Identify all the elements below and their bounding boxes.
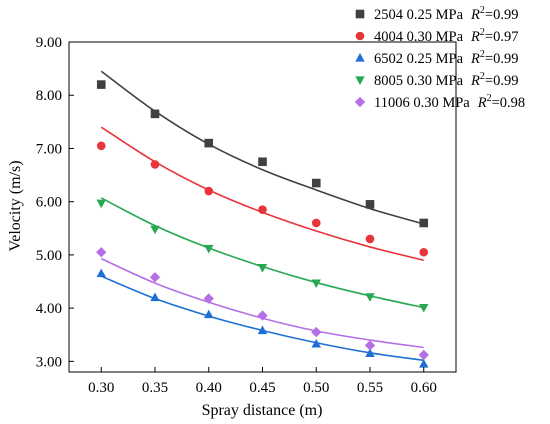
data-point-series-3 [311, 279, 321, 289]
axes: 3.00 4.00 5.00 6.00 7.00 8.00 9.00 0.30 0.35 0.40… [36, 35, 437, 396]
legend-r-symbol: R [470, 73, 480, 89]
data-point-series-1 [150, 160, 160, 169]
y-tick-label: 9.00 [36, 35, 62, 51]
data-point-series-1 [365, 234, 375, 244]
data-point-series-2 [96, 268, 106, 278]
x-tick-label: 0.40 [196, 380, 222, 396]
legend-r-exponent: 2 [480, 27, 485, 38]
legend-label: 2504 0.25 MPa R2=0.99 [374, 5, 518, 23]
x-tick-label: 0.60 [411, 380, 437, 396]
legend-label: 11006 0.30 MPa R2=0.98 [374, 93, 525, 111]
data-point-series-2 [365, 348, 375, 358]
data-point-series-1 [311, 218, 321, 228]
x-tick-label: 0.50 [303, 380, 329, 396]
legend-series-name: 4004 0.30 MPa [374, 29, 464, 45]
y-tick-label: 4.00 [36, 301, 62, 317]
data-point-series-2 [257, 325, 268, 335]
legend-r2-value: =0.98 [492, 95, 526, 111]
legend-marker [355, 9, 365, 19]
y-tick-label: 6.00 [36, 195, 62, 211]
legend-label: 8005 0.30 MPa R2=0.99 [374, 71, 518, 89]
legend-r2-value: =0.99 [485, 73, 519, 89]
legend-label: 4004 0.30 MPa R2=0.97 [374, 27, 518, 45]
data-point-series-1 [96, 141, 106, 151]
data-point-series-4 [96, 247, 107, 258]
data-markers [96, 80, 429, 368]
legend-r-exponent: 2 [487, 93, 492, 104]
data-point-series-0 [96, 80, 106, 89]
x-axis-title: Spray distance (m) [202, 402, 323, 419]
legend-marker [354, 96, 366, 108]
legend-r-symbol: R [470, 7, 480, 23]
data-point-series-3 [96, 199, 106, 209]
data-point-series-2 [419, 359, 429, 368]
fit-line-series-3 [100, 197, 424, 309]
legend-r2-value: =0.99 [485, 7, 519, 23]
legend-r-exponent: 2 [480, 5, 485, 16]
data-point-series-2 [150, 292, 160, 302]
data-point-series-0 [311, 178, 321, 188]
data-point-series-1 [258, 205, 267, 214]
x-tick-label: 0.55 [357, 380, 383, 396]
x-tick-label: 0.30 [88, 380, 114, 396]
y-tick-label: 7.00 [36, 141, 62, 157]
legend-series-name: 2504 0.25 MPa [374, 7, 464, 23]
y-tick-label: 5.00 [36, 248, 62, 264]
y-tick-label: 8.00 [36, 88, 62, 104]
legend-marker [355, 31, 365, 41]
data-point-series-3 [150, 225, 160, 235]
data-point-series-0 [150, 109, 160, 119]
legend-r-symbol: R [470, 51, 480, 67]
legend-series-name: 6502 0.25 MPa [374, 51, 464, 67]
fit-line-series-1 [100, 126, 424, 262]
legend-r-exponent: 2 [480, 71, 485, 82]
y-axis-title: Velocity (m/s) [7, 160, 24, 251]
data-point-series-4 [311, 326, 322, 338]
data-point-series-1 [419, 247, 429, 257]
legend-r-symbol: R [470, 29, 480, 45]
data-point-series-0 [365, 200, 375, 209]
data-point-series-1 [204, 186, 214, 196]
legend-label: 6502 0.25 MPa R2=0.99 [374, 49, 518, 67]
legend-marker [355, 76, 365, 85]
y-tick-label: 3.00 [36, 354, 62, 370]
legend-series-name: 11006 0.30 MPa [374, 95, 470, 111]
data-point-series-0 [419, 218, 429, 228]
data-point-series-4 [203, 293, 214, 304]
data-point-series-4 [257, 310, 268, 321]
data-point-series-4 [364, 340, 376, 351]
x-tick-label: 0.45 [249, 380, 275, 396]
data-point-series-4 [418, 349, 429, 361]
data-point-series-0 [258, 157, 267, 167]
data-point-series-2 [311, 338, 321, 348]
data-point-series-4 [149, 272, 161, 283]
x-tick-label: 0.35 [142, 380, 168, 396]
data-point-series-0 [204, 138, 214, 148]
data-point-series-3 [204, 244, 214, 254]
data-point-series-3 [257, 264, 268, 273]
legend-marker [355, 53, 365, 62]
legend-r-exponent: 2 [480, 49, 485, 60]
legend-r2-value: =0.97 [485, 29, 519, 45]
data-point-series-3 [419, 303, 429, 313]
legend-r2-value: =0.99 [485, 51, 519, 67]
data-point-series-2 [204, 309, 214, 319]
legend-series-name: 8005 0.30 MPa [374, 73, 464, 89]
data-point-series-3 [365, 293, 375, 302]
legend-r-symbol: R [477, 95, 487, 111]
